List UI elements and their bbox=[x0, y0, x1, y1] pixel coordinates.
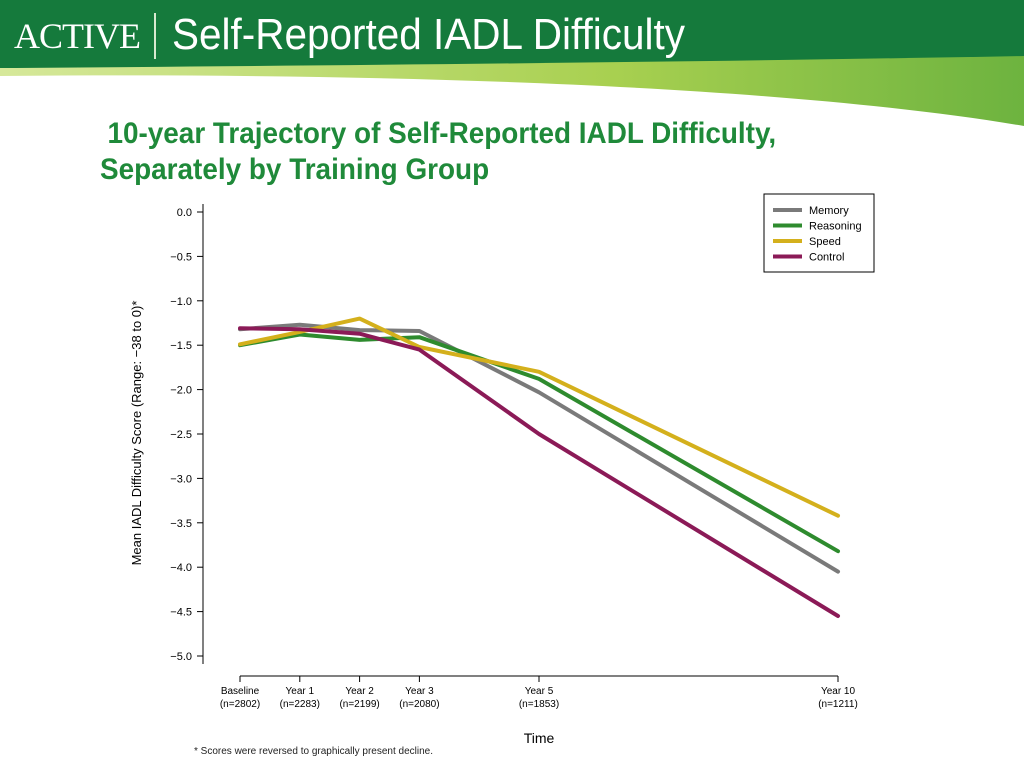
x-axis-label: Time bbox=[524, 730, 555, 746]
slide-title: Self-Reported IADL Difficulty bbox=[172, 10, 685, 59]
x-tick-label: (n=1853) bbox=[519, 699, 559, 710]
x-tick-label: Year 5 bbox=[525, 686, 554, 697]
x-tick-label: Year 3 bbox=[405, 686, 434, 697]
legend-label-reasoning: Reasoning bbox=[809, 221, 862, 233]
y-axis-label: Mean IADL Difficulty Score (Range: −38 t… bbox=[129, 301, 144, 566]
y-tick-label: −1.0 bbox=[170, 296, 192, 308]
y-tick-label: −4.0 bbox=[170, 562, 192, 574]
y-tick-label: −4.5 bbox=[170, 607, 192, 619]
logo-divider bbox=[153, 13, 156, 59]
series-line-memory bbox=[238, 322, 840, 574]
active-logo: ACTIVE bbox=[14, 12, 156, 60]
legend-box bbox=[763, 193, 875, 273]
x-tick-label: Year 2 bbox=[345, 686, 374, 697]
chart-title: 10-year Trajectory of Self-Reported IADL… bbox=[100, 116, 918, 188]
legend-label-memory: Memory bbox=[809, 205, 849, 217]
x-tick-label: (n=2080) bbox=[399, 699, 439, 710]
y-tick-label: −0.5 bbox=[170, 251, 192, 263]
chart-axis-labels: Time Mean IADL Difficulty Score (Range: −… bbox=[129, 301, 555, 746]
x-tick-label: Baseline bbox=[221, 686, 260, 697]
header-banner bbox=[0, 0, 1024, 126]
chart-footnote: * Scores were reversed to graphically pr… bbox=[194, 746, 434, 757]
y-tick-label: −1.5 bbox=[170, 340, 192, 352]
y-tick-label: −3.0 bbox=[170, 473, 192, 485]
logo-text: ACTIVE bbox=[14, 16, 141, 56]
legend-label-control: Control bbox=[809, 252, 844, 264]
y-tick-label: −2.5 bbox=[170, 429, 192, 441]
chart-title-line1: 10-year Trajectory of Self-Reported IADL… bbox=[107, 117, 777, 150]
x-tick-label: (n=2283) bbox=[280, 699, 320, 710]
y-tick-label: −5.0 bbox=[170, 651, 192, 663]
chart-title-line2: Separately by Training Group bbox=[100, 153, 490, 186]
x-tick-label: (n=2802) bbox=[220, 699, 260, 710]
chart-legend: Memory Reasoning Speed Control bbox=[763, 193, 875, 273]
y-tick-label: −3.5 bbox=[170, 518, 192, 530]
y-tick-label: 0.0 bbox=[177, 207, 192, 219]
y-tick-label: −2.0 bbox=[170, 385, 192, 397]
x-tick-label: (n=2199) bbox=[339, 699, 379, 710]
legend-label-speed: Speed bbox=[809, 236, 841, 248]
x-tick-label: Year 10 bbox=[821, 686, 856, 697]
series-line-reasoning bbox=[238, 332, 840, 554]
series-line-speed bbox=[238, 316, 840, 518]
x-tick-label: (n=1211) bbox=[818, 699, 858, 710]
chart-lines bbox=[238, 316, 840, 618]
chart-axes: 0.0 −0.5 −1.0 −1.5 −2.0 −2.5 −3.0 −3.5 −4.0 −4.5 −… bbox=[170, 204, 858, 710]
series-line-control bbox=[238, 326, 840, 618]
x-tick-label: Year 1 bbox=[286, 686, 315, 697]
